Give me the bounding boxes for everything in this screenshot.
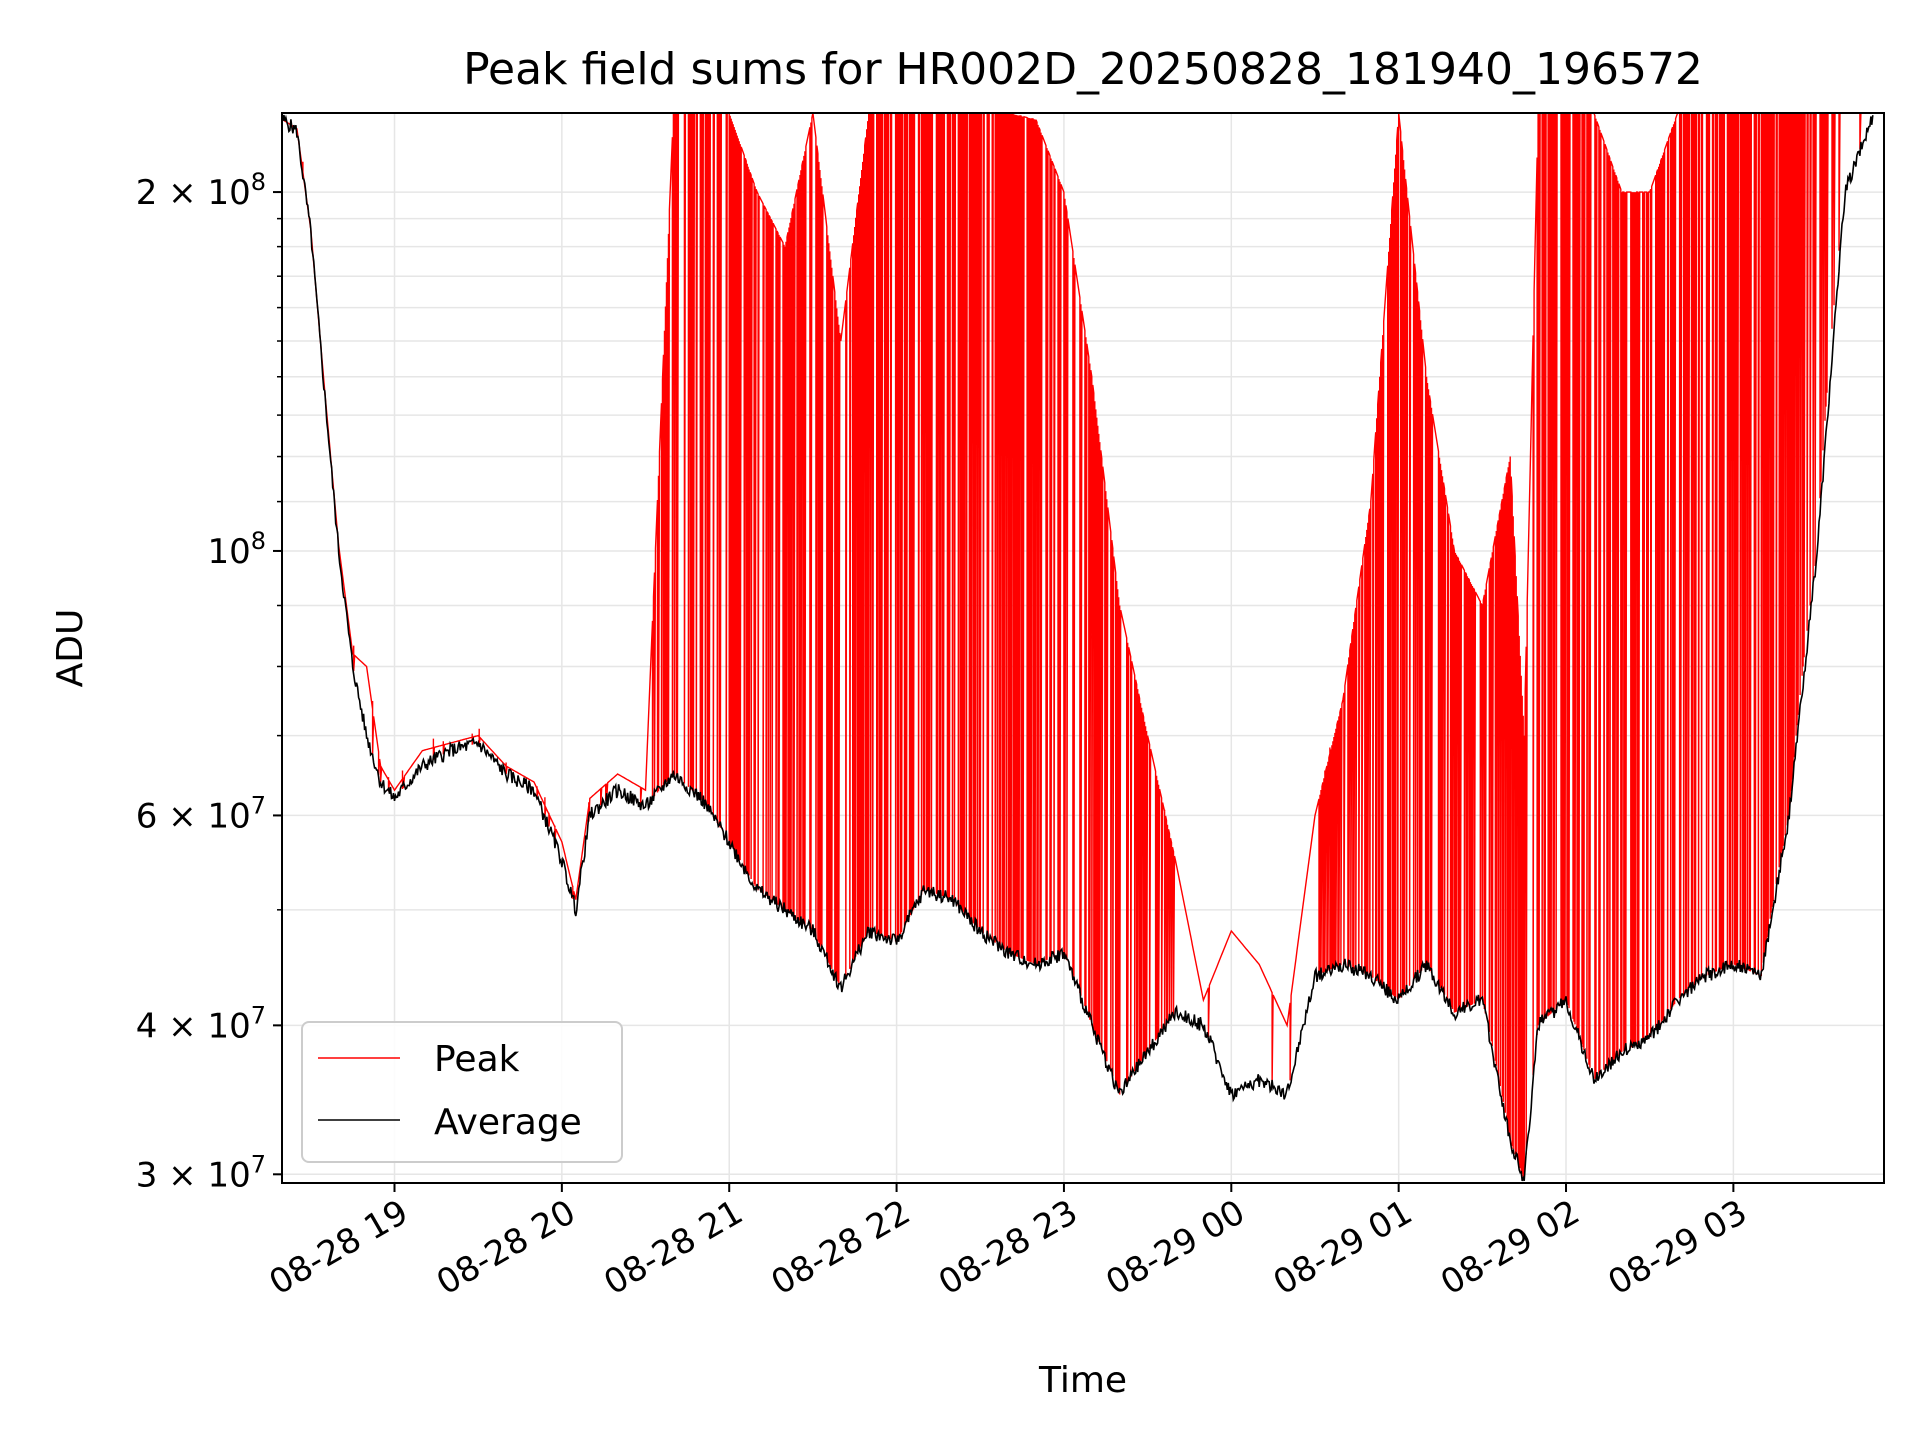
series-peak-line-group	[282, 113, 1873, 1180]
y-tick-label-2: 6 × 107	[136, 791, 266, 836]
series-average-line	[282, 114, 1874, 1182]
y-axis-label: ADU	[50, 609, 91, 688]
x-tick-label-0: 08-28 19	[263, 1192, 415, 1303]
y-tick-label-3: 108	[207, 527, 266, 572]
plot-frame	[281, 112, 1885, 1184]
x-tick-label-3: 08-28 22	[765, 1192, 917, 1303]
x-tick-label-4: 08-28 23	[932, 1192, 1084, 1303]
x-tick-label-7: 08-29 02	[1434, 1192, 1586, 1303]
legend-average-label: Average	[434, 1102, 582, 1143]
x-axis-label: Time	[1038, 1360, 1127, 1401]
series-peak-line	[282, 113, 1873, 1180]
x-tick-label-6: 08-29 01	[1267, 1192, 1419, 1303]
x-tick-label-5: 08-29 00	[1099, 1192, 1251, 1303]
legend-box	[301, 1021, 623, 1163]
legend-peak-label: Peak	[434, 1039, 520, 1080]
series-average-line-group	[282, 114, 1874, 1182]
x-tick-label-1: 08-28 20	[430, 1192, 582, 1303]
y-axis-ticks: 3 × 107 4 × 107 6 × 107 108 2 × 108	[136, 168, 282, 1195]
legend: Peak Average	[301, 1021, 623, 1163]
y-tick-label-0: 3 × 107	[136, 1150, 266, 1195]
x-tick-label-2: 08-28 21	[597, 1192, 749, 1303]
x-tick-label-8: 08-29 03	[1601, 1192, 1753, 1303]
y-tick-label-4: 2 × 108	[136, 168, 266, 213]
y-tick-label-1: 4 × 107	[136, 1001, 266, 1046]
chart-title: Peak field sums for HR002D_20250828_1819…	[463, 44, 1703, 95]
x-axis-ticks: 08-28 19 08-28 20 08-28 21 08-28 22 08-28 23…	[263, 1183, 1754, 1303]
